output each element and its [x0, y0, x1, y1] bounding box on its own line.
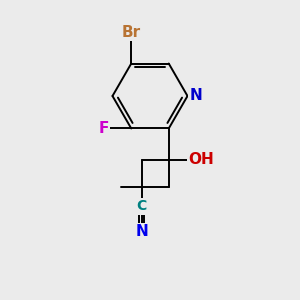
Text: N: N: [135, 224, 148, 239]
Text: OH: OH: [188, 152, 214, 167]
Text: C: C: [136, 200, 147, 214]
Text: F: F: [98, 121, 109, 136]
Text: Br: Br: [122, 25, 141, 40]
Text: N: N: [190, 88, 202, 104]
